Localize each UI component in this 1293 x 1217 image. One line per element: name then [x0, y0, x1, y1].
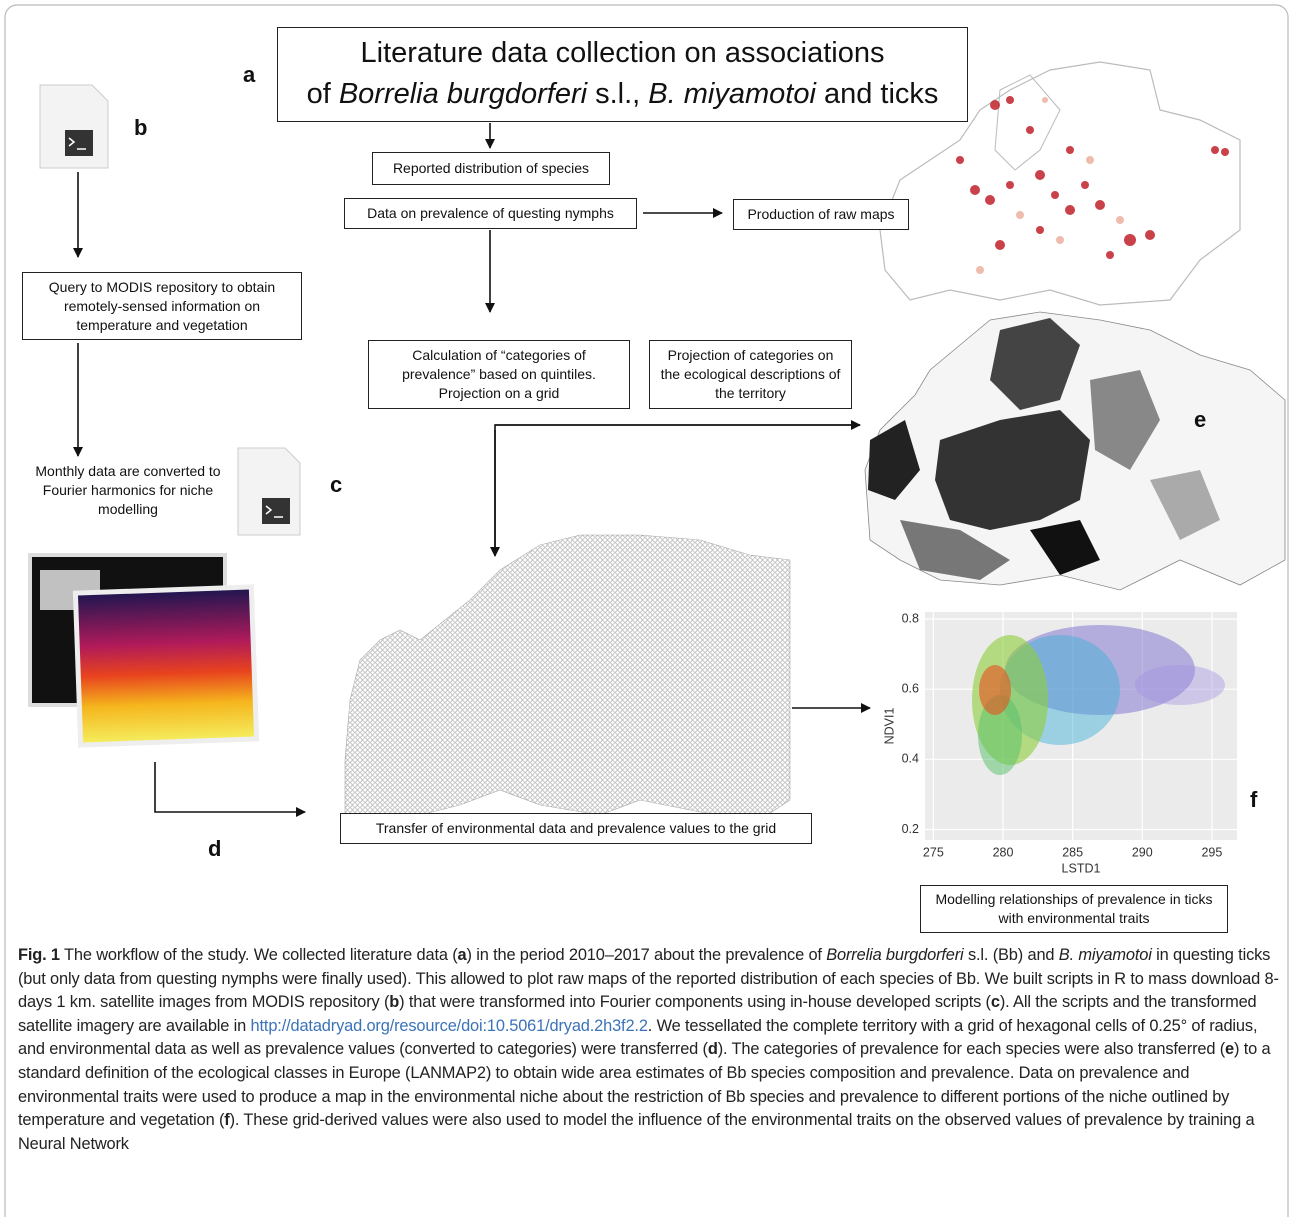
- hexagonal-grid-map: [344, 534, 791, 821]
- step-box: Data on prevalence of questing nymphs: [344, 198, 637, 229]
- step-box: Transfer of environmental data and preva…: [340, 813, 812, 844]
- text-segment: ). All the scripts and the transformed s…: [18, 993, 1257, 1035]
- text-segment: The workflow of the study. We collected …: [59, 946, 458, 964]
- text-segment: ) that were transformed into Fourier com…: [399, 993, 991, 1012]
- frame: [4, 4, 1289, 1217]
- panel-label: d: [208, 836, 222, 861]
- text-segment: Borrelia burgdorferi: [826, 946, 964, 964]
- text-segment: of: [306, 78, 339, 110]
- text-segment: ). These grid-derived values were also u…: [18, 1111, 1255, 1153]
- y-tick-label: 0.8: [902, 611, 919, 625]
- x-tick-label: 285: [1062, 845, 1083, 859]
- x-tick-label: 295: [1201, 845, 1222, 859]
- panel-label: e: [1194, 407, 1207, 432]
- arrows: [73, 123, 871, 817]
- text-segment: b: [389, 993, 400, 1012]
- title-line: of Borrelia burgdorferi s.l., B. miyamot…: [278, 74, 967, 115]
- script-icon: [237, 447, 301, 536]
- step-box: Reported distribution of species: [372, 152, 610, 185]
- x-axis-label: LSTD1: [1062, 861, 1101, 875]
- text-segment: s.l.,: [587, 78, 649, 110]
- y-axis-label: NDVI1: [882, 708, 896, 745]
- x-tick-label: 280: [993, 845, 1014, 859]
- text-segment: ). The categories of prevalence for each…: [717, 1040, 1226, 1059]
- panel-label: c: [330, 472, 343, 497]
- script-icon: [39, 84, 109, 169]
- text-segment: B. miyamotoi: [648, 78, 816, 110]
- text-segment: Borrelia burgdorferi: [338, 78, 588, 110]
- text-segment: e: [1225, 1040, 1234, 1059]
- panel-label: b: [134, 115, 148, 140]
- text-segment: Fig. 1: [18, 946, 60, 964]
- text-segment: in questing ticks (but only data from qu…: [18, 946, 1279, 1012]
- text-segment: ) to a standard definition of the ecolog…: [18, 1040, 1271, 1130]
- point-cloud: [972, 625, 1225, 775]
- panel-label: a: [243, 62, 256, 87]
- text-segment: Literature data collection on associatio…: [360, 37, 885, 69]
- text-segment: . We tessellated the complete territory …: [18, 1016, 1258, 1059]
- x-tick-label: 275: [923, 845, 944, 859]
- title-line: Literature data collection on associatio…: [278, 33, 967, 74]
- figure-caption: Fig. 1 The workflow of the study. We col…: [18, 944, 1280, 1156]
- y-tick-label: 0.4: [902, 752, 919, 766]
- satellite-images: [28, 553, 260, 748]
- ecological-classes-map: [864, 311, 1286, 591]
- y-tick-label: 0.6: [902, 681, 919, 695]
- text-segment: and ticks: [815, 78, 939, 110]
- title-box: Literature data collection on associatio…: [277, 27, 968, 122]
- step-box: Modelling relationships of prevalence in…: [920, 885, 1228, 933]
- step-box: Projection of categories on the ecologic…: [649, 340, 852, 409]
- text-segment: ) in the period 2010–2017 about the prev…: [466, 946, 827, 964]
- step-box: Query to MODIS repository to obtain remo…: [22, 272, 302, 340]
- raw-prevalence-map: [879, 61, 1241, 306]
- link[interactable]: http://datadryad.org/resource/doi:10.506…: [250, 1016, 648, 1035]
- y-tick-label: 0.2: [902, 822, 919, 836]
- step-box: Calculation of “categories of prevalence…: [368, 340, 630, 409]
- text-segment: f: [224, 1111, 230, 1130]
- step-text: Monthly data are converted to Fourier ha…: [35, 463, 221, 517]
- text-segment: d: [707, 1040, 718, 1059]
- text-segment: B. miyamotoi: [1058, 946, 1152, 964]
- panel-label: f: [1250, 787, 1258, 812]
- text-segment: a: [457, 946, 467, 964]
- x-tick-label: 290: [1132, 845, 1153, 859]
- text-segment: c: [990, 993, 1000, 1012]
- step-box: Production of raw maps: [733, 199, 909, 230]
- text-segment: s.l. (Bb) and: [963, 946, 1059, 964]
